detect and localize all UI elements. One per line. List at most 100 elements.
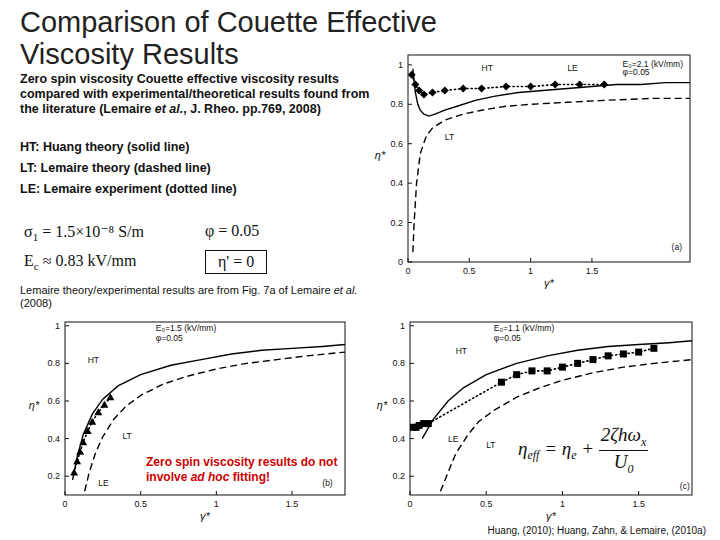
formula-sub: x: [641, 435, 646, 449]
plot-data: [410, 341, 692, 491]
y-tick-label: 1: [398, 60, 403, 70]
x-tick: [530, 258, 531, 262]
y-tick-label: 0.6: [392, 396, 405, 406]
series-marker: [70, 468, 78, 475]
x-tick: [562, 491, 563, 495]
x-tick-label: 0: [407, 499, 412, 509]
y-tick-label: 0: [398, 257, 403, 267]
series-marker: [79, 438, 87, 445]
annotation: φ=0.05: [156, 333, 183, 343]
annotation: HT: [482, 63, 493, 73]
series-marker: [574, 360, 581, 367]
y-tick: [65, 400, 69, 401]
x-axis-label: γ*: [546, 510, 557, 522]
annotation: LT: [445, 132, 454, 142]
x-tick-label: 0.5: [463, 266, 476, 276]
series-marker: [420, 90, 428, 98]
formula-text: 2ζhω: [601, 424, 641, 445]
x-tick-label: 0.5: [134, 499, 147, 509]
series-marker: [429, 88, 437, 96]
annotation: (c): [680, 481, 690, 491]
y-tick-label: 0.8: [392, 358, 405, 368]
y-tick-label: 1: [400, 321, 405, 331]
series-marker: [650, 345, 657, 352]
source-note-italic: et al.: [334, 284, 358, 296]
x-tick: [292, 491, 293, 495]
plot-data: [70, 345, 345, 492]
series-marker: [513, 371, 520, 378]
y-tick: [408, 222, 412, 223]
y-tick-label: 0.2: [47, 471, 60, 481]
y-tick: [410, 400, 414, 401]
highlight-note: Zero spin viscosity results do not invol…: [146, 455, 342, 485]
parameter: η' = 0: [205, 250, 267, 274]
series-marker: [84, 427, 92, 434]
y-tick: [65, 363, 69, 364]
highlight-note-text: fitting!: [229, 470, 270, 484]
y-tick: [408, 64, 412, 65]
series-marker: [576, 81, 584, 89]
x-tick-label: 1: [560, 499, 565, 509]
parameter: Ec ≈ 0.83 kV/mm: [24, 252, 136, 272]
y-tick: [408, 183, 412, 184]
parameter: σ1 = 1.5×10⁻⁸ S/m: [24, 222, 144, 243]
series-marker: [544, 367, 551, 374]
series-line: [413, 348, 654, 427]
y-tick: [408, 143, 412, 144]
slide-title: Viscosity Results: [20, 38, 239, 70]
y-tick: [408, 262, 412, 263]
series-marker: [478, 85, 486, 93]
series-line: [413, 98, 690, 252]
x-tick: [638, 491, 639, 495]
annotation: LE: [448, 434, 459, 444]
formula-fraction: 2ζhωxU0: [599, 424, 648, 477]
x-tick: [216, 491, 217, 495]
source-note: Lemaire theory/experimental results are …: [20, 284, 375, 310]
highlight-note-italic: ad hoc: [191, 470, 230, 484]
series-marker: [600, 81, 608, 89]
y-tick-label: 0.2: [392, 471, 405, 481]
y-tick-label: 0.6: [390, 139, 403, 149]
formula-denominator: U0: [599, 451, 648, 477]
series-marker: [100, 401, 108, 408]
y-axis-label: η*: [377, 399, 388, 411]
x-axis-label: γ*: [544, 277, 555, 289]
series-marker: [94, 408, 102, 415]
plot-frame: [65, 322, 345, 495]
chart: 00.511.50.20.40.60.81γ*η*HTLELTE₀=1.1 (k…: [377, 321, 692, 522]
parameter-text: = 1.5×10⁻⁸ S/m: [38, 223, 144, 240]
series-marker: [88, 418, 96, 425]
x-tick: [486, 491, 487, 495]
parameter-sub: 1: [33, 231, 39, 243]
x-axis-label: γ*: [200, 510, 211, 522]
x-tick: [408, 258, 409, 262]
formula-sub: eff: [527, 448, 539, 462]
annotation: φ=0.05: [623, 67, 650, 77]
plot-frame: [410, 322, 692, 495]
source-note-text: Lemaire theory/experimental results are …: [20, 284, 334, 296]
intro: Zero spin viscosity Couette effective vi…: [20, 72, 382, 117]
annotation: HT: [88, 355, 99, 365]
formula-numerator: 2ζhωx: [599, 424, 648, 451]
series-marker: [620, 350, 627, 357]
y-tick-label: 0.4: [47, 434, 60, 444]
parameter-text: φ = 0.05: [205, 222, 259, 239]
series-marker: [459, 85, 467, 93]
x-tick: [65, 491, 66, 495]
series-marker: [605, 352, 612, 359]
series-marker: [425, 420, 432, 427]
series-marker: [498, 379, 505, 386]
y-tick-label: 0.8: [47, 358, 60, 368]
series-marker: [559, 364, 566, 371]
legend-line: LE: Lemaire experiment (dotted line): [20, 182, 237, 196]
y-tick: [410, 438, 414, 439]
formula: ηeff = ηe + 2ζhωxU0: [518, 424, 648, 477]
x-tick-label: 1: [214, 499, 219, 509]
y-tick: [65, 438, 69, 439]
plot-data: [408, 69, 690, 252]
series-marker: [528, 367, 535, 374]
x-tick: [469, 258, 470, 262]
annotation: LE: [567, 63, 578, 73]
formula-text: = η: [539, 438, 571, 459]
x-tick: [591, 258, 592, 262]
